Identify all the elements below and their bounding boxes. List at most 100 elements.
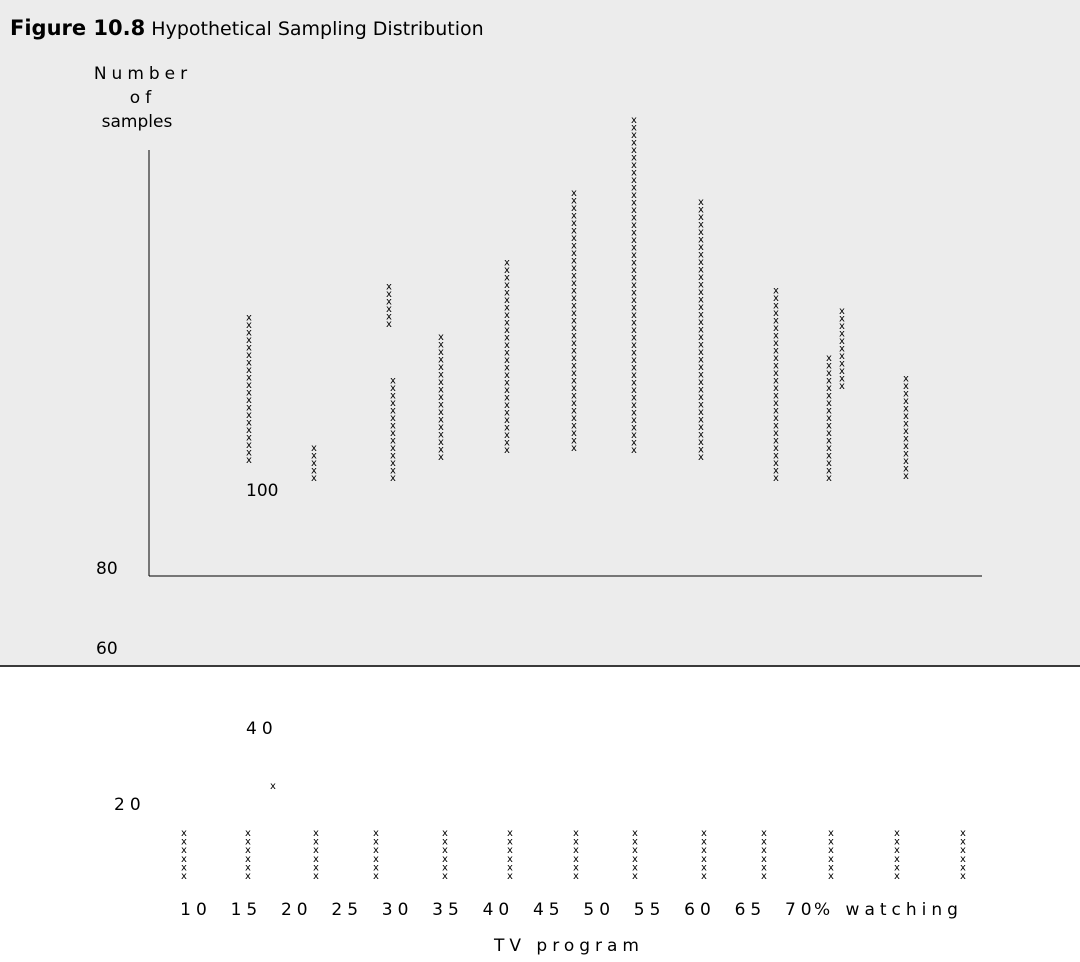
figure-panel [0,0,1080,665]
lower-mark-x45: x [632,854,638,865]
upper-mark-x35: x [571,338,577,349]
upper-mark-x60: x [903,404,909,415]
lower-mark-x55: x [761,845,767,856]
upper-mark-x55: x [826,466,832,477]
upper-mark-x30: x [504,385,510,396]
upper-mark-x20: x [390,391,396,402]
lower-mark-x50: x [701,854,707,865]
upper-mark-x25: x [438,400,444,411]
upper-mark-x70: x [386,282,392,293]
upper-mark-x25: x [438,422,444,433]
upper-mark-x25: x [438,415,444,426]
upper-mark-x45: x [698,332,704,343]
lower-mark-x70: x [960,837,966,848]
upper-mark-x50: x [773,376,779,387]
y-tick-label: 20 [114,795,146,815]
upper-mark-x60: x [903,389,909,400]
upper-mark-x70: x [386,297,392,308]
upper-mark-x55: x [826,353,832,364]
lower-mark-x20: x [313,828,319,839]
lower-mark-x60: x [828,837,834,848]
upper-mark-x60: x [903,434,909,445]
upper-mark-x50: x [773,458,779,469]
upper-mark-x10: x [246,328,252,339]
upper-mark-x50: x [773,406,779,417]
upper-mark-x35: x [571,263,577,274]
upper-mark-x45: x [698,340,704,351]
upper-mark-x45: x [698,445,704,456]
lower-mark-x40: x [573,871,579,882]
upper-mark-x40: x [631,273,637,284]
upper-mark-x65: x [839,344,845,355]
upper-mark-x40: x [631,325,637,336]
upper-mark-x30: x [504,318,510,329]
upper-mark-x50: x [773,466,779,477]
lower-mark-x20: x [313,837,319,848]
upper-mark-x30: x [504,408,510,419]
figure-number: Figure 10.8 [10,16,146,40]
upper-mark-x55: x [826,451,832,462]
lower-mark-x15: x [245,871,251,882]
x-tick-label: 30 [382,900,414,920]
upper-mark-x25: x [438,340,444,351]
upper-mark-x45: x [698,385,704,396]
lower-mark-x40: x [573,828,579,839]
lower-mark-x55: x [761,828,767,839]
x-tick-label: 50 [583,900,615,920]
upper-mark-x35: x [571,241,577,252]
upper-mark-x45: x [698,452,704,463]
lower-mark-x15: x [245,862,251,873]
upper-mark-x50: x [773,338,779,349]
upper-mark-x45: x [698,257,704,268]
upper-mark-x10: x [246,410,252,421]
upper-mark-x35: x [571,233,577,244]
lower-mark-x70: x [960,828,966,839]
upper-mark-x35: x [571,308,577,319]
upper-mark-x40: x [631,175,637,186]
upper-mark-x35: x [571,256,577,267]
upper-mark-x60: x [903,396,909,407]
upper-mark-x35: x [571,331,577,342]
upper-mark-x50: x [773,331,779,342]
upper-mark-x65: x [839,329,845,340]
lower-mark-x50: x [701,862,707,873]
upper-mark-x40: x [631,265,637,276]
upper-mark-x45: x [698,205,704,216]
lower-mark-x60: x [828,828,834,839]
upper-mark-x45: x [698,250,704,261]
upper-mark-x35: x [571,436,577,447]
upper-mark-x45: x [698,430,704,441]
lower-mark-x65: x [894,837,900,848]
upper-mark-x60: x [903,471,909,482]
upper-mark-x45: x [698,242,704,253]
upper-mark-x40: x [631,340,637,351]
upper-mark-x40: x [631,130,637,141]
upper-mark-x35: x [571,196,577,207]
upper-mark-x60: x [903,374,909,385]
upper-mark-x45: x [698,370,704,381]
upper-mark-x20: x [390,458,396,469]
lower-mark-x25: x [373,862,379,873]
upper-mark-x15: x [311,458,317,469]
x-tick-label: 25 [331,900,363,920]
upper-mark-x10: x [246,425,252,436]
upper-mark-x10: x [246,350,252,361]
upper-mark-x40: x [631,423,637,434]
upper-mark-x40: x [631,355,637,366]
lower-mark-x35: x [507,837,513,848]
upper-mark-x40: x [631,333,637,344]
upper-mark-x45: x [698,355,704,366]
upper-mark-x45: x [698,325,704,336]
upper-mark-x30: x [504,265,510,276]
upper-mark-x45: x [698,317,704,328]
y-tick-label: 100 [246,481,278,501]
upper-mark-x50: x [773,346,779,357]
upper-mark-x35: x [571,271,577,282]
upper-mark-x25: x [438,392,444,403]
lower-mark-x25: x [373,871,379,882]
upper-mark-x40: x [631,205,637,216]
x-tick-labels: 10 15 20 25 30 35 40 45 50 55 60 65 70 [180,900,811,920]
upper-mark-x10: x [246,320,252,331]
upper-mark-x40: x [631,183,637,194]
lower-mark-x15: x [245,845,251,856]
